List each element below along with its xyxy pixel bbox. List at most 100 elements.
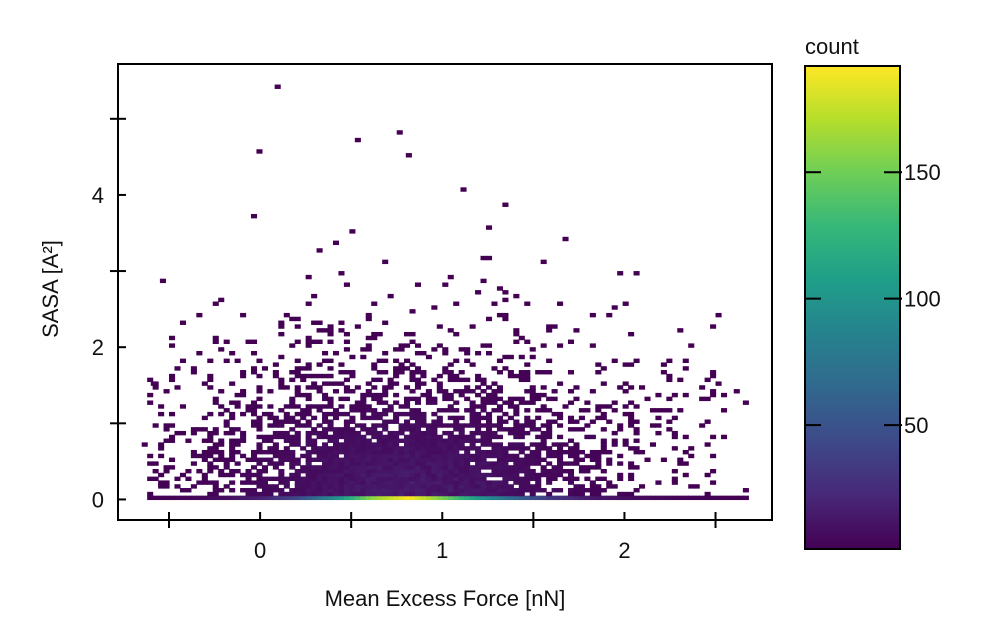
histogram-cell: [365, 316, 372, 322]
histogram-cell: [524, 415, 531, 421]
histogram-cell: [447, 370, 454, 375]
histogram-cell: [398, 446, 405, 451]
histogram-cell: [256, 149, 263, 154]
histogram-cell: [349, 476, 356, 482]
histogram-cell: [174, 430, 181, 436]
histogram-cell: [283, 404, 290, 409]
histogram-cell: [699, 385, 706, 390]
histogram-cell: [524, 419, 531, 424]
histogram-cell: [398, 423, 405, 428]
histogram-cell: [305, 366, 312, 371]
histogram-cell: [332, 468, 340, 474]
histogram-cell: [529, 488, 536, 493]
histogram-cell: [349, 415, 356, 421]
histogram-cell: [524, 370, 531, 375]
histogram-cell: [169, 335, 176, 341]
histogram-cell: [496, 465, 503, 470]
histogram-cell: [376, 438, 383, 443]
histogram-cell: [666, 373, 673, 379]
histogram-cell: [283, 476, 290, 482]
histogram-cell: [207, 449, 214, 455]
histogram-cell: [289, 465, 296, 470]
histogram-cell: [354, 495, 361, 501]
histogram-cell: [343, 442, 350, 447]
histogram-cell: [518, 430, 525, 436]
histogram-cell: [289, 495, 296, 501]
histogram-cell: [453, 415, 460, 421]
histogram-cell: [289, 316, 296, 322]
histogram-cell: [414, 438, 422, 443]
histogram-cell: [207, 373, 214, 379]
histogram-cell: [376, 396, 383, 402]
x-tick-label: 1: [436, 538, 448, 563]
histogram-cell: [442, 480, 449, 485]
histogram-cell: [436, 491, 443, 497]
histogram-cell: [589, 491, 596, 497]
histogram-cell: [185, 495, 192, 501]
histogram-cell: [529, 389, 536, 394]
histogram-cell: [502, 472, 509, 478]
histogram-cell: [404, 476, 411, 482]
histogram-cell: [212, 339, 219, 344]
histogram-cell: [507, 465, 514, 470]
histogram-cell: [502, 419, 509, 424]
histogram-cell: [365, 312, 372, 318]
histogram-cell: [600, 468, 607, 474]
histogram-cell: [469, 430, 476, 436]
histogram-cell: [316, 495, 323, 501]
histogram-cell: [715, 312, 722, 318]
histogram-cell: [322, 491, 329, 497]
histogram-cell: [404, 400, 411, 405]
histogram-cell: [475, 465, 482, 470]
histogram-cell: [212, 491, 219, 497]
histogram-cell: [343, 396, 350, 402]
histogram-cell: [371, 411, 378, 417]
histogram-cell: [469, 480, 476, 485]
histogram-cell: [343, 480, 350, 485]
histogram-cell: [289, 434, 296, 440]
histogram-cell: [453, 488, 460, 493]
histogram-cell: [376, 457, 383, 462]
histogram-cell: [371, 495, 378, 501]
histogram-cell: [300, 392, 307, 398]
histogram-cell: [316, 476, 323, 482]
histogram-cell: [409, 484, 416, 489]
histogram-cell: [600, 442, 607, 447]
histogram-cell: [300, 465, 307, 470]
histogram-cell: [496, 468, 503, 474]
histogram-cell: [376, 491, 383, 497]
histogram-cell: [354, 476, 361, 482]
histogram-cell: [234, 442, 241, 447]
histogram-cell: [617, 476, 624, 482]
histogram-cell: [371, 449, 378, 455]
histogram-cell: [376, 411, 383, 417]
histogram-cell: [496, 389, 503, 394]
histogram-cell: [371, 472, 378, 478]
histogram-cell: [365, 392, 372, 398]
histogram-cell: [354, 449, 361, 455]
histogram-cell: [491, 472, 498, 478]
histogram-cell: [518, 335, 525, 341]
y-axis-label: SASA [A²]: [38, 240, 63, 338]
histogram-cell: [475, 491, 482, 497]
histogram-cell: [546, 423, 553, 428]
histogram-cell: [535, 457, 542, 462]
histogram-cell: [371, 385, 378, 390]
histogram-cell: [272, 488, 279, 493]
histogram-cell: [600, 366, 607, 371]
histogram-cell: [294, 324, 301, 329]
histogram-cell: [551, 488, 558, 493]
histogram-cell: [294, 488, 301, 493]
histogram-cell: [688, 343, 695, 348]
histogram-cell: [234, 468, 241, 474]
histogram-cell: [387, 449, 394, 455]
histogram-cell: [507, 427, 514, 432]
histogram-cell: [546, 328, 553, 333]
histogram-cell: [529, 427, 536, 432]
histogram-cell: [447, 396, 454, 402]
histogram-cell: [475, 484, 482, 489]
histogram-cell: [464, 385, 471, 390]
histogram-cell: [414, 370, 422, 375]
histogram-cell: [360, 491, 367, 497]
histogram-cell: [393, 449, 400, 455]
